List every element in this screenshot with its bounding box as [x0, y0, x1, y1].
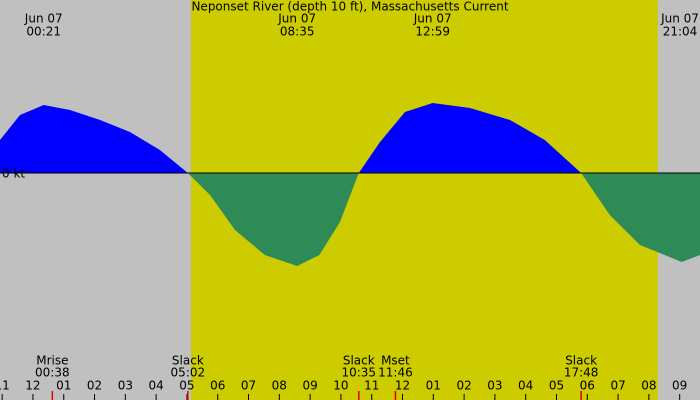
x-tick-label: 10: [333, 379, 348, 393]
flood-area: [0, 105, 188, 173]
x-tick-label: 09: [672, 379, 687, 393]
event-date: Jun 07: [660, 12, 699, 26]
event-date: Jun 07: [277, 12, 316, 26]
event-time: 11:46: [378, 366, 413, 380]
event-time: 00:38: [35, 366, 70, 380]
event-label: Slack: [343, 354, 375, 368]
x-tick-label: 02: [87, 379, 102, 393]
x-tick-label: 12: [395, 379, 410, 393]
x-tick-label: 05: [179, 379, 194, 393]
event-time: 05:02: [171, 366, 206, 380]
event-time: 21:04: [663, 25, 698, 39]
x-tick-label: 05: [549, 379, 564, 393]
area-layer: [0, 103, 700, 266]
chart-title: Neponset River (depth 10 ft), Massachuse…: [191, 0, 508, 14]
x-tick-label: 01: [56, 379, 71, 393]
x-tick-label: 03: [487, 379, 502, 393]
event-time: 17:48: [564, 366, 599, 380]
event-label: Mrise: [36, 354, 68, 368]
x-tick-label: 02: [456, 379, 471, 393]
x-tick-label: 04: [148, 379, 163, 393]
event-time: 10:35: [341, 366, 376, 380]
x-tick-label: 08: [641, 379, 656, 393]
event-time: 12:59: [415, 25, 450, 39]
x-tick-label: 03: [118, 379, 133, 393]
x-tick-label: 07: [610, 379, 625, 393]
x-tick-label: 07: [241, 379, 256, 393]
event-time: 00:21: [26, 25, 61, 39]
x-tick-label: 08: [272, 379, 287, 393]
event-time: 08:35: [280, 25, 315, 39]
event-date: Jun 07: [24, 12, 63, 26]
y-tick-label: 0 kt: [2, 167, 25, 181]
event-date: Jun 07: [413, 12, 452, 26]
x-tick-label: 01: [426, 379, 441, 393]
ebb-area: [187, 173, 359, 266]
x-tick-label: 11: [0, 379, 10, 393]
x-tick-label: 11: [364, 379, 379, 393]
x-tick-label: 06: [210, 379, 225, 393]
x-tick-label: 09: [302, 379, 317, 393]
event-label: Mset: [381, 354, 410, 368]
flood-area: [358, 103, 582, 173]
foreground-layer: 0 kt 11 12 01 02 03 04 05 06 07 08 09 10 11 12 01 02 03 04…: [0, 12, 700, 400]
ebb-area: [581, 173, 700, 262]
event-label: Slack: [172, 354, 204, 368]
x-tick-label: 12: [25, 379, 40, 393]
x-tick-label: 04: [518, 379, 533, 393]
event-label: Slack: [565, 354, 597, 368]
x-tick-label: 06: [580, 379, 595, 393]
